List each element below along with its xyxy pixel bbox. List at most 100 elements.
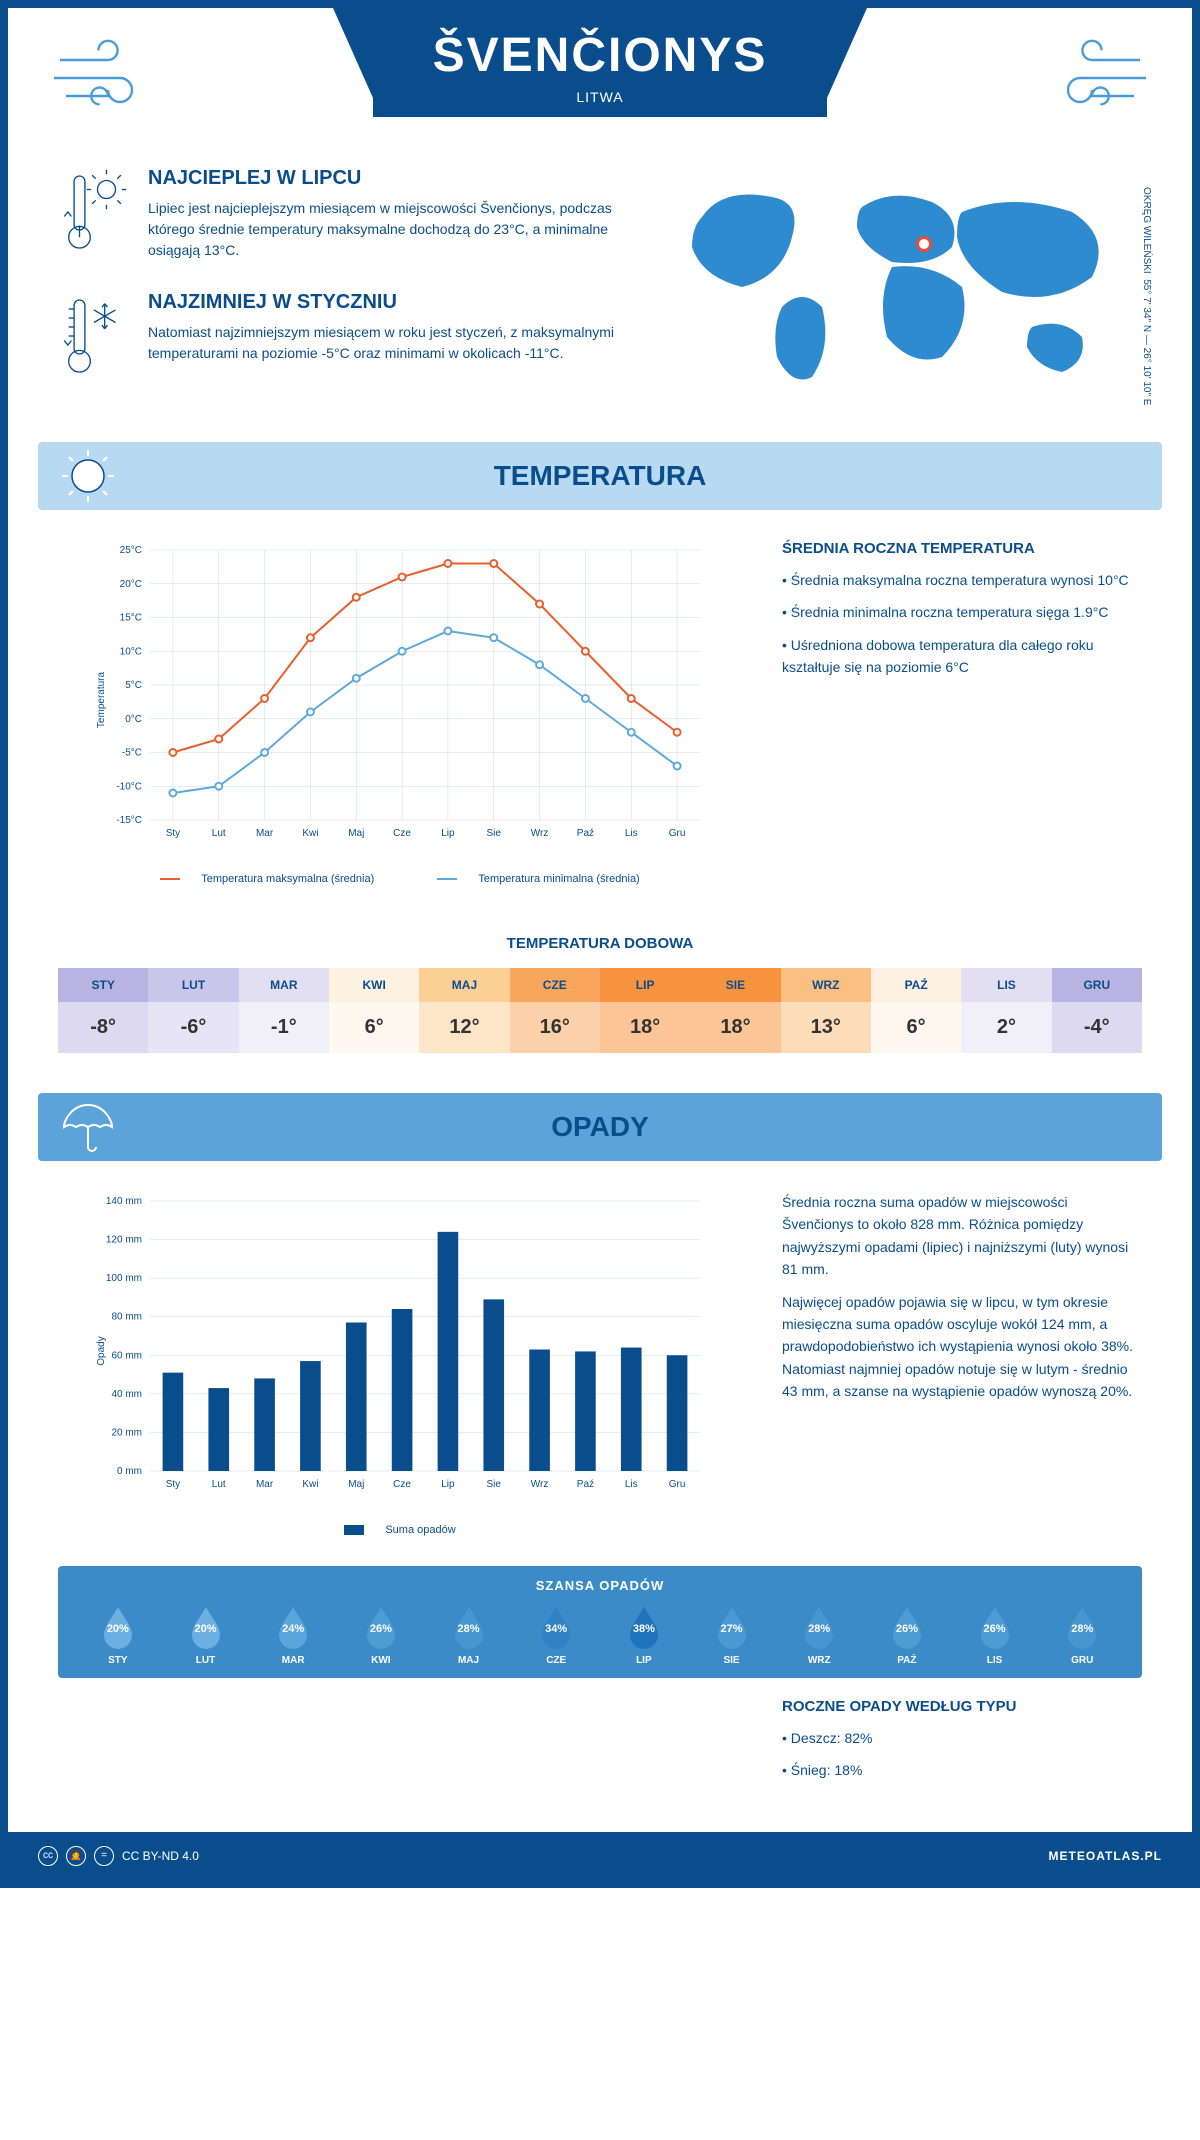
svg-text:120 mm: 120 mm: [106, 1235, 142, 1246]
raindrop-icon: 28%: [1063, 1603, 1101, 1651]
raindrop-icon: 34%: [537, 1603, 575, 1651]
svg-text:15°C: 15°C: [120, 613, 142, 624]
precip-chance-cell: 28%GRU: [1038, 1603, 1126, 1666]
location-marker-icon: [916, 236, 932, 252]
raindrop-icon: 38%: [625, 1603, 663, 1651]
svg-text:Lip: Lip: [441, 828, 455, 839]
svg-text:Paź: Paź: [577, 1479, 594, 1490]
daily-temp-cell: LIP18°: [600, 968, 690, 1053]
raindrop-icon: 28%: [800, 1603, 838, 1651]
raindrop-icon: 26%: [888, 1603, 926, 1651]
svg-text:Kwi: Kwi: [302, 828, 318, 839]
svg-text:-5°C: -5°C: [122, 748, 142, 759]
by-icon: 🙍: [66, 1846, 86, 1866]
precip-type-bullet: • Śnieg: 18%: [782, 1759, 1142, 1781]
precip-by-type: ROCZNE OPADY WEDŁUG TYPU • Deszcz: 82%• …: [782, 1698, 1142, 1792]
raindrop-icon: 26%: [976, 1603, 1014, 1651]
raindrop-icon: 27%: [713, 1603, 751, 1651]
precip-chance-cell: 38%LIP: [600, 1603, 688, 1666]
warmest-title: NAJCIEPLEJ W LIPCU: [148, 167, 632, 190]
temp-chart-legend: Temperatura maksymalna (średnia) Tempera…: [58, 873, 742, 885]
precip-chance-cell: 28%MAJ: [425, 1603, 513, 1666]
precip-chance-cell: 24%MAR: [249, 1603, 337, 1666]
annual-temp-bullet: • Średnia minimalna roczna temperatura s…: [782, 601, 1142, 623]
daily-temp-cell: LUT-6°: [148, 968, 238, 1053]
wind-swirl-icon: [48, 38, 168, 118]
daily-temp-cell: MAJ12°: [419, 968, 509, 1053]
svg-text:Sty: Sty: [166, 828, 180, 839]
svg-text:Mar: Mar: [256, 828, 274, 839]
svg-text:Lip: Lip: [441, 1479, 455, 1490]
daily-temp-cell: WRZ13°: [781, 968, 871, 1053]
svg-text:10°C: 10°C: [120, 646, 142, 657]
svg-text:60 mm: 60 mm: [111, 1350, 142, 1361]
svg-text:Cze: Cze: [393, 828, 411, 839]
precip-chance-cell: 34%CZE: [512, 1603, 600, 1666]
svg-text:100 mm: 100 mm: [106, 1273, 142, 1284]
daily-temp-cell: PAŹ6°: [871, 968, 961, 1053]
precipitation-section-header: OPADY: [38, 1093, 1162, 1161]
svg-text:Wrz: Wrz: [531, 1479, 549, 1490]
raindrop-icon: 24%: [274, 1603, 312, 1651]
sun-icon: [58, 446, 118, 506]
coldest-body: Natomiast najzimniejszym miesiącem w rok…: [148, 322, 632, 364]
svg-text:Gru: Gru: [669, 828, 686, 839]
svg-text:0 mm: 0 mm: [117, 1466, 142, 1477]
world-map-svg: [662, 167, 1142, 407]
precip-type-bullet: • Deszcz: 82%: [782, 1727, 1142, 1749]
svg-text:Lis: Lis: [625, 1479, 638, 1490]
daily-temp-cell: CZE16°: [510, 968, 600, 1053]
svg-text:Lut: Lut: [212, 1479, 226, 1490]
temperature-line-chart: -15°C-10°C-5°C0°C5°C10°C15°C20°C25°CStyL…: [58, 540, 742, 860]
svg-text:20 mm: 20 mm: [111, 1427, 142, 1438]
coordinates-label: OKRĘG WILEŃSKI 55° 7' 34" N — 26° 10' 10…: [1141, 187, 1152, 405]
precip-text: Średnia roczna suma opadów w miejscowośc…: [782, 1191, 1142, 1536]
precip-chance-cell: 27%SIE: [688, 1603, 776, 1666]
raindrop-icon: 20%: [99, 1603, 137, 1651]
wind-swirl-icon: [1032, 38, 1152, 118]
annual-temp-bullet: • Średnia maksymalna roczna temperatura …: [782, 569, 1142, 591]
svg-text:25°C: 25°C: [120, 545, 142, 556]
svg-text:Wrz: Wrz: [531, 828, 549, 839]
thermometer-snow-icon: [58, 291, 128, 381]
svg-text:Gru: Gru: [669, 1479, 686, 1490]
svg-text:Sie: Sie: [487, 828, 502, 839]
raindrop-icon: 26%: [362, 1603, 400, 1651]
precip-chance-cell: 26%LIS: [951, 1603, 1039, 1666]
precip-chance-cell: 20%LUT: [162, 1603, 250, 1666]
precip-chance-cell: 26%KWI: [337, 1603, 425, 1666]
footer: cc 🙍 = CC BY-ND 4.0 METEOATLAS.PL: [8, 1832, 1192, 1880]
country-name: LITWA: [433, 89, 768, 105]
temperature-section-header: TEMPERATURA: [38, 442, 1162, 510]
svg-text:Kwi: Kwi: [302, 1479, 318, 1490]
svg-text:Cze: Cze: [393, 1479, 411, 1490]
daily-temp-cell: STY-8°: [58, 968, 148, 1053]
svg-text:Paź: Paź: [577, 828, 594, 839]
license-label: cc 🙍 = CC BY-ND 4.0: [38, 1846, 199, 1866]
svg-text:Sie: Sie: [487, 1479, 502, 1490]
warmest-block: NAJCIEPLEJ W LIPCU Lipiec jest najcieple…: [58, 167, 632, 261]
svg-text:Mar: Mar: [256, 1479, 274, 1490]
daily-temperature-table: TEMPERATURA DOBOWA STY-8°LUT-6°MAR-1°KWI…: [8, 915, 1192, 1093]
svg-text:-10°C: -10°C: [116, 781, 142, 792]
svg-text:Maj: Maj: [348, 1479, 364, 1490]
svg-text:40 mm: 40 mm: [111, 1389, 142, 1400]
raindrop-icon: 28%: [450, 1603, 488, 1651]
svg-text:Sty: Sty: [166, 1479, 180, 1490]
thermometer-sun-icon: [58, 167, 128, 257]
annual-temp-bullet: • Uśredniona dobowa temperatura dla całe…: [782, 634, 1142, 679]
nd-icon: =: [94, 1846, 114, 1866]
infographic-page: ŠVENČIONYS LITWA NAJCIEPLEJ W LIPCU Lipi…: [0, 0, 1200, 1888]
temperature-chart-area: -15°C-10°C-5°C0°C5°C10°C15°C20°C25°CStyL…: [8, 510, 1192, 915]
precip-chance-cell: 26%PAŹ: [863, 1603, 951, 1666]
coldest-block: NAJZIMNIEJ W STYCZNIU Natomiast najzimni…: [58, 291, 632, 381]
svg-text:Temperatura: Temperatura: [96, 671, 107, 728]
cc-icon: cc: [38, 1846, 58, 1866]
title-banner: ŠVENČIONYS LITWA: [373, 8, 828, 117]
umbrella-icon: [58, 1097, 118, 1157]
header: ŠVENČIONYS LITWA: [8, 8, 1192, 137]
svg-text:20°C: 20°C: [120, 579, 142, 590]
svg-text:5°C: 5°C: [125, 680, 142, 691]
daily-temp-cell: GRU-4°: [1052, 968, 1142, 1053]
precip-chart-legend: Suma opadów: [58, 1524, 742, 1536]
